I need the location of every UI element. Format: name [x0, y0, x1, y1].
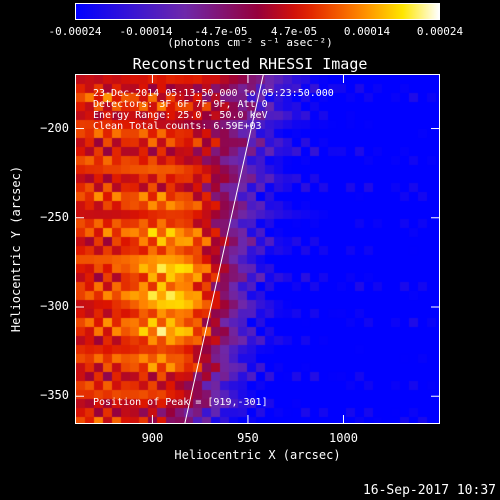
heatmap-image — [76, 75, 439, 423]
y-axis-label: Heliocentric Y (arcsec) — [9, 165, 23, 333]
limb-line — [184, 75, 264, 423]
colorbar-tick-label: 0.00014 — [343, 25, 391, 38]
colorbar — [75, 3, 440, 20]
footer-timestamp: 16-Sep-2017 10:37 — [362, 483, 496, 498]
y-tick-label: −200 — [40, 120, 69, 135]
y-tick-label: −250 — [40, 209, 69, 224]
colorbar-tick-label: -4.7e-05 — [194, 25, 248, 38]
colorbar-tick-label: 0.00024 — [416, 25, 464, 38]
annotation-clean-counts: Clean Total counts: 6.59E+03 — [93, 121, 262, 132]
x-tick-label: 1000 — [329, 431, 358, 445]
x-axis-label: Heliocentric X (arcsec) — [174, 448, 341, 462]
colorbar-units: (photons cm⁻² s⁻¹ asec⁻²) — [167, 36, 333, 49]
annotation-energy-range: Energy Range: 25.0 - 50.0 keV — [93, 110, 268, 121]
chart-title: Reconstructed RHESSI Image — [132, 55, 368, 73]
y-tick-label: −300 — [40, 299, 69, 313]
x-tick-label: 950 — [237, 431, 259, 445]
x-tick-label: 900 — [141, 431, 164, 445]
colorbar-tick-label: -0.00024 — [48, 25, 102, 38]
y-tick-label: −350 — [40, 388, 69, 403]
annotation-detectors: Detectors: 3F 6F 7F 9F, Att 0 — [93, 99, 268, 110]
plot-overlay — [76, 75, 439, 423]
colorbar-tick-label: 4.7e-05 — [270, 25, 318, 38]
plot-area: 23-Dec-2014 05:13:50.000 to 05:23:50.000… — [75, 74, 440, 424]
annotation-time-range: 23-Dec-2014 05:13:50.000 to 05:23:50.000 — [93, 88, 334, 99]
annotation-peak-position: Position of Peak = [919,-301] — [93, 397, 268, 408]
colorbar-tick-label: -0.00014 — [119, 25, 173, 38]
